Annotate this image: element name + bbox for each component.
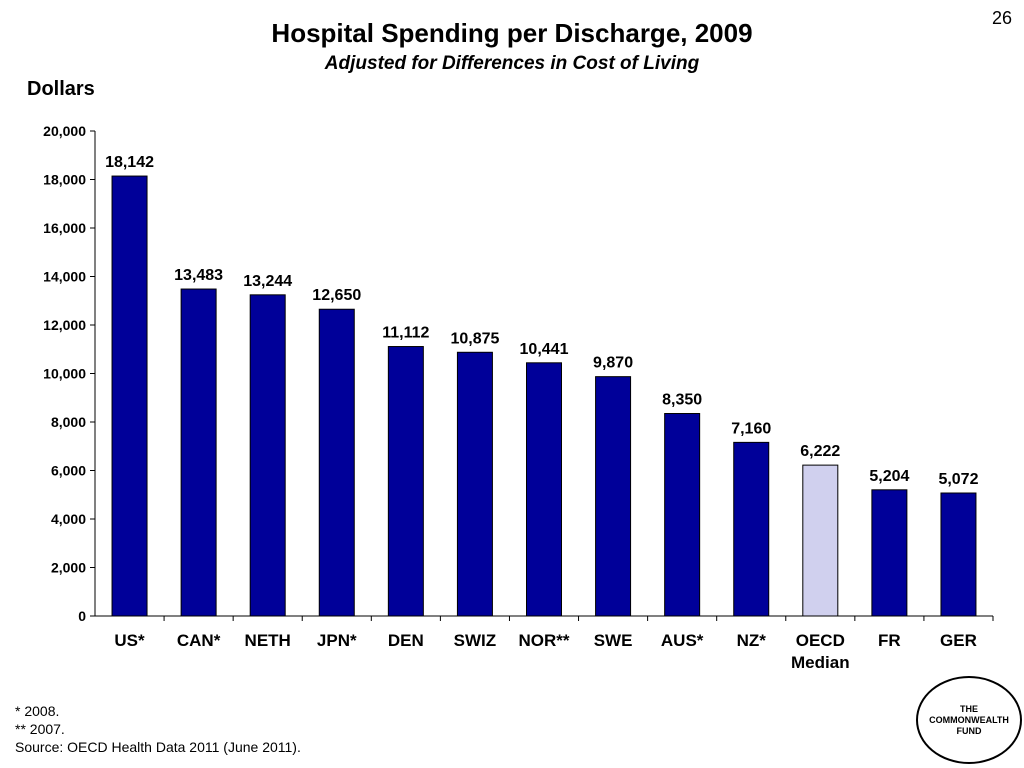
- data-label: 5,072: [938, 471, 978, 488]
- data-label: 9,870: [593, 355, 633, 372]
- category-label: NZ*: [737, 631, 767, 650]
- y-tick-label: 4,000: [51, 511, 86, 527]
- bar-chart: 0 2,000 4,000 6,000 8,000 10,000 12,000 14,000 1…: [43, 123, 994, 672]
- y-tick-label: 10,000: [43, 366, 86, 382]
- bar: [318, 308, 355, 617]
- bar: [871, 489, 908, 617]
- data-label: 8,350: [662, 392, 702, 409]
- data-label: 6,222: [800, 443, 840, 460]
- bar: [940, 492, 977, 617]
- category-label: SWE: [594, 631, 633, 650]
- y-tick-label: 2,000: [51, 560, 86, 576]
- bar: [249, 294, 286, 617]
- category-label: Median: [791, 653, 850, 672]
- y-tick-label: 18,000: [43, 172, 86, 188]
- bar-highlight: [802, 464, 839, 617]
- chart-subtitle: Adjusted for Differences in Cost of Livi…: [324, 53, 700, 74]
- bar: [664, 413, 701, 617]
- category-label: OECD: [796, 631, 845, 650]
- bar: [733, 441, 770, 617]
- category-label: CAN*: [177, 631, 221, 650]
- bar: [111, 175, 148, 617]
- y-tick-label: 8,000: [51, 414, 86, 430]
- data-label: 13,483: [174, 267, 223, 284]
- category-label: US*: [114, 631, 145, 650]
- slide-number: 26: [991, 8, 1012, 28]
- chart-title: Hospital Spending per Discharge, 2009: [271, 18, 753, 48]
- data-label: 12,650: [312, 287, 361, 304]
- y-tick-label: 20,000: [43, 123, 86, 139]
- y-tick-label: 0: [78, 608, 86, 624]
- bar: [387, 346, 424, 617]
- category-label: FR: [878, 631, 901, 650]
- data-label: 10,441: [520, 341, 569, 358]
- y-tick-label: 14,000: [43, 269, 86, 285]
- data-label: 5,204: [869, 468, 909, 485]
- data-label: 7,160: [731, 420, 771, 437]
- category-label: NOR**: [518, 631, 569, 650]
- y-tick-label: 12,000: [43, 317, 86, 333]
- category-label: SWIZ: [454, 631, 497, 650]
- footnote-2008: * 2008.: [15, 703, 60, 719]
- category-label: DEN: [388, 631, 424, 650]
- data-label: 10,875: [450, 330, 499, 347]
- data-label: 13,244: [243, 273, 292, 290]
- bar: [526, 362, 562, 617]
- category-label: JPN*: [317, 631, 357, 650]
- category-label: GER: [940, 631, 977, 650]
- y-tick-label: 16,000: [43, 220, 86, 236]
- footnote-2007: ** 2007.: [15, 721, 65, 737]
- source-note: Source: OECD Health Data 2011 (June 2011…: [15, 739, 301, 755]
- data-label: 18,142: [105, 154, 154, 171]
- y-axis-label: Dollars: [27, 78, 95, 100]
- bar: [456, 351, 493, 617]
- category-label: NETH: [245, 631, 291, 650]
- data-label: 11,112: [382, 325, 429, 342]
- y-tick-label: 6,000: [51, 463, 86, 479]
- category-label: AUS*: [661, 631, 704, 650]
- bar: [595, 376, 632, 617]
- commonwealth-fund-logo: THE COMMONWEALTH FUND: [916, 676, 1022, 764]
- footnotes: * 2008. ** 2007. Source: OECD Health Dat…: [15, 702, 301, 756]
- bar: [180, 288, 217, 617]
- logo-text: THE COMMONWEALTH FUND: [929, 703, 1009, 736]
